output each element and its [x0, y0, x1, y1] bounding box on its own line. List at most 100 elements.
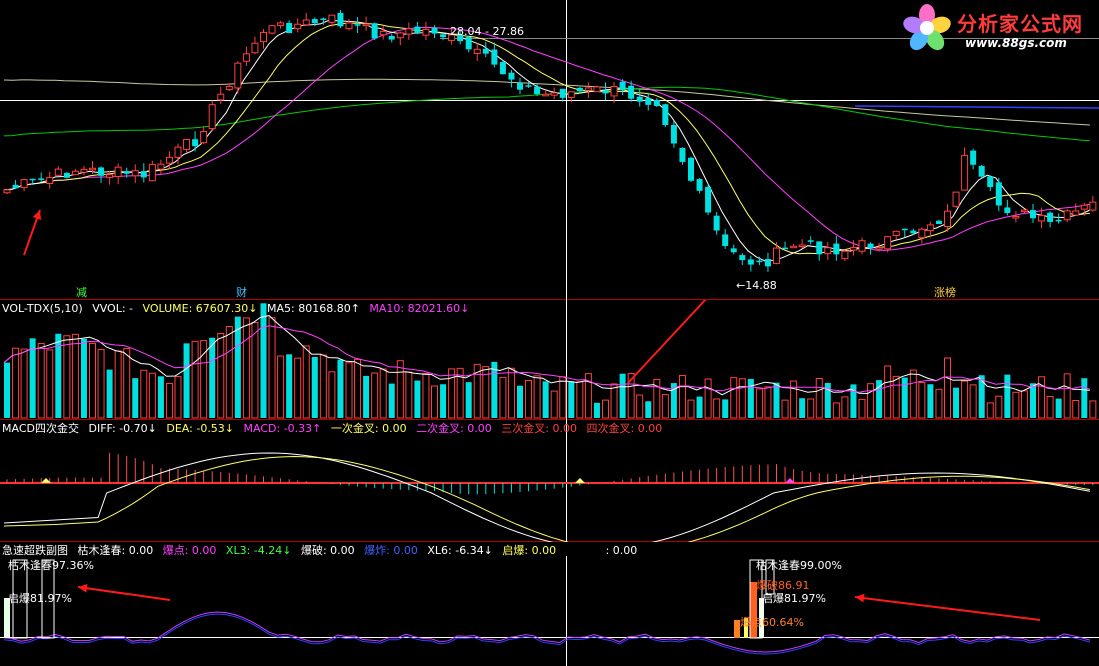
- candle-body: [294, 23, 302, 30]
- candle-body: [482, 48, 489, 54]
- candle-body: [610, 86, 618, 97]
- volume-bar: [440, 384, 447, 418]
- volume-bar: [165, 383, 173, 419]
- volume-bar: [738, 378, 746, 419]
- volume-bar: [713, 398, 721, 419]
- volume-bar: [260, 303, 267, 418]
- candle-body: [12, 184, 19, 189]
- candle-body: [628, 85, 635, 99]
- event-tag-mid[interactable]: 财: [236, 286, 247, 299]
- candle-body: [157, 163, 165, 170]
- volume-bar: [824, 382, 831, 418]
- volume-bar: [1081, 378, 1088, 418]
- kumu-value: 枯木逢春: 0.00: [77, 544, 154, 557]
- candle-body: [833, 243, 840, 255]
- candle-body: [858, 240, 866, 252]
- volume-bar: [371, 372, 379, 419]
- candle-body: [619, 81, 626, 91]
- volume-bar: [1030, 383, 1036, 418]
- candle-body: [54, 168, 62, 176]
- golden-cross-4: 四次金叉: 0.00: [586, 422, 663, 435]
- volume-bar: [499, 376, 507, 419]
- candle-body: [534, 86, 541, 95]
- volume-bar: [337, 359, 344, 418]
- candle-body: [354, 24, 361, 26]
- candle-body: [1038, 214, 1046, 222]
- candle-body: [550, 92, 558, 96]
- left-qibao-label: 启爆81.97%: [8, 592, 72, 605]
- volume-bar: [610, 383, 618, 419]
- volume-bar: [46, 349, 54, 419]
- low-price-label: ←14.88: [736, 279, 777, 292]
- candle-body: [773, 247, 780, 264]
- candle-body: [148, 163, 156, 182]
- site-logo[interactable]: 分析家公式网 www.88gs.com: [899, 0, 1099, 58]
- candle-body: [567, 91, 575, 98]
- event-tag-left[interactable]: 减: [76, 286, 87, 299]
- candle-body: [217, 93, 225, 101]
- vol-ma5-value: MA5: 80168.80↑: [266, 302, 360, 315]
- candle-body: [875, 247, 883, 250]
- volume-bar: [1012, 391, 1020, 419]
- volume-bar: [832, 402, 840, 419]
- candle-body: [1080, 204, 1088, 210]
- baozha-value: 爆炸: 0.00: [364, 544, 418, 557]
- candle-body: [952, 191, 960, 207]
- candle-body: [38, 178, 45, 180]
- volume-bar: [217, 332, 225, 419]
- volume-bar: [29, 338, 36, 418]
- volume-bar: [1038, 376, 1046, 419]
- candle-body: [910, 230, 917, 234]
- volume-bar: [542, 381, 549, 418]
- volume-bar: [627, 372, 635, 419]
- volume-bar: [986, 402, 994, 419]
- dea-value: DEA: -0.53↓: [166, 422, 235, 435]
- macd-pane[interactable]: MACD四次金交 DIFF: -0.70↓ DEA: -0.53↓ MACD: …: [0, 420, 1099, 542]
- candle-body: [3, 189, 11, 194]
- volume-bar: [363, 375, 370, 418]
- vol-ma10-value: MA10: 82021.60↓: [369, 302, 470, 315]
- volume-bar: [114, 350, 122, 419]
- candle-body: [457, 35, 464, 42]
- candle-body: [114, 166, 122, 177]
- candle-body: [242, 53, 250, 62]
- volume-bar: [456, 367, 464, 419]
- volume-bar: [71, 333, 79, 419]
- golden-cross-marker-icon: [785, 478, 795, 483]
- volume-header: VOL-TDX(5,10) VVOL: - VOLUME: 67607.30↓ …: [2, 302, 475, 315]
- candle-body: [1072, 210, 1080, 216]
- price-chart-pane[interactable]: 28.04 - 27.86 ←14.88 减 财 涨榜: [0, 0, 1099, 300]
- volume-bar: [961, 380, 969, 419]
- candle-body: [849, 247, 857, 251]
- candlestick-chart[interactable]: [0, 0, 1099, 300]
- candle-body: [98, 167, 105, 176]
- volume-bar: [1063, 373, 1071, 419]
- volume-value: VOLUME: 67607.30↓: [142, 302, 258, 315]
- candle-body: [311, 19, 318, 24]
- candle-body: [337, 12, 344, 27]
- volume-bar: [37, 343, 45, 419]
- oversold-chart[interactable]: [0, 542, 1099, 666]
- volume-bar: [405, 371, 413, 419]
- candle-body: [747, 259, 754, 265]
- volume-bar: [636, 394, 644, 419]
- oversold-sub-pane[interactable]: 急速超跌副图 枯木逢春: 0.00 爆点: 0.00 XL3: -4.24↓ 爆…: [0, 542, 1099, 666]
- volume-bar: [448, 368, 456, 419]
- volume-chart[interactable]: [0, 300, 1099, 420]
- volume-bar: [799, 398, 806, 418]
- volume-bar: [1055, 398, 1062, 418]
- event-tag-right[interactable]: 涨榜: [934, 286, 956, 299]
- golden-cross-3: 三次金叉: 0.00: [501, 422, 577, 435]
- volume-bar: [790, 380, 798, 419]
- candle-body: [448, 34, 456, 41]
- volume-pane[interactable]: VOL-TDX(5,10) VVOL: - VOLUME: 67607.30↓ …: [0, 300, 1099, 420]
- macd-value: MACD: -0.33↑: [243, 422, 322, 435]
- volume-bar: [944, 357, 951, 419]
- volume-bar: [969, 384, 977, 419]
- macd-chart[interactable]: [0, 420, 1099, 542]
- volume-bar: [286, 354, 293, 418]
- volume-bar: [277, 355, 285, 419]
- candle-body: [542, 93, 550, 97]
- candle-body: [499, 62, 506, 75]
- volume-bar: [328, 371, 336, 419]
